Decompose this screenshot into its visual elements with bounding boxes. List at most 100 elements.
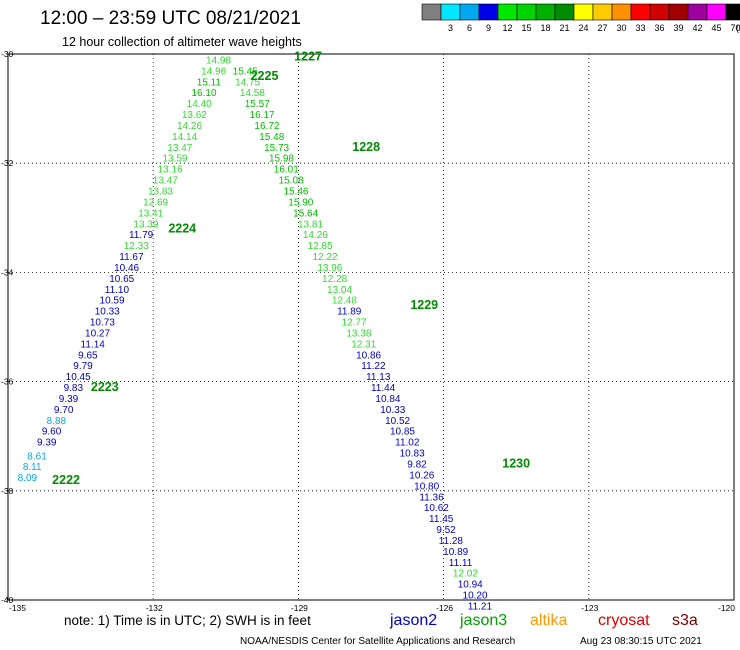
wave-height-label: 9.39: [59, 394, 79, 405]
time-label: 1230: [502, 457, 530, 471]
wave-height-label: 14.98: [206, 55, 231, 66]
wave-height-label: 9.82: [407, 460, 427, 471]
wave-height-label: 12.22: [313, 252, 338, 263]
colorbar-swatch: [706, 3, 727, 21]
wave-height-label: 11.79: [129, 230, 154, 241]
satellite-legend-jason2: jason2: [389, 612, 437, 629]
wave-height-label: 9.39: [37, 438, 57, 449]
grid-lines: [8, 54, 734, 600]
colorbar-label: 42: [692, 23, 702, 33]
wave-height-label: 11.44: [371, 383, 396, 394]
x-tick-label: -129: [291, 603, 308, 613]
colorbar-swatch: [516, 3, 537, 21]
chart-subtitle: 12 hour collection of altimeter wave hei…: [62, 35, 302, 49]
wave-height-label: 12.33: [124, 241, 149, 252]
wave-height-label: 12.02: [453, 569, 478, 580]
wave-height-label: 11.02: [395, 438, 420, 449]
wave-height-label: 9.83: [64, 383, 84, 394]
wave-height-label: 10.84: [375, 394, 400, 405]
credit-text: NOAA/NESDIS Center for Satellite Applica…: [240, 636, 515, 647]
wave-height-label: 16.72: [254, 121, 279, 132]
wave-height-label: 14.40: [187, 99, 212, 110]
wave-height-label: 10.33: [95, 307, 120, 318]
chart-title: 12:00 – 23:59 UTC 08/21/2021: [40, 8, 301, 29]
x-tick-label: -123: [581, 603, 598, 613]
wave-height-label: 13.39: [133, 219, 158, 230]
colorbar-label: 18: [540, 23, 550, 33]
y-tick-label: -40: [1, 595, 14, 605]
wave-height-label: 12.28: [322, 274, 347, 285]
wave-height-label: 15.73: [264, 143, 289, 154]
wave-height-points: 8.098.118.619.399.608.889.709.399.8310.4…: [18, 55, 493, 612]
wave-height-label: 14.26: [303, 230, 328, 241]
time-label: 2225: [251, 69, 279, 83]
wave-height-label: 10.33: [380, 405, 405, 416]
colorbar-swatch: [725, 3, 740, 21]
wave-height-label: 8.61: [27, 451, 47, 462]
plot-border: [7, 53, 735, 601]
wave-height-label: 13.96: [317, 263, 342, 274]
colorbar-label: 24: [578, 23, 588, 33]
wave-height-label: 10.59: [100, 296, 125, 307]
wave-height-label: 11.21: [468, 601, 493, 612]
y-axis-ticks: -30 -32 -34 -36 -38 -40: [1, 49, 14, 605]
colorbar-label: 30: [616, 23, 626, 33]
y-tick-label: -36: [1, 377, 14, 387]
time-label: 2222: [52, 473, 80, 487]
wave-height-label: 8.88: [47, 416, 67, 427]
colorbar-label: 45: [711, 23, 721, 33]
wave-height-label: 8.09: [18, 473, 38, 484]
wave-height-label: 10.62: [424, 503, 449, 514]
colorbar-unit: (ft): [736, 23, 740, 33]
y-tick-label: -38: [1, 486, 14, 496]
wave-height-label: 8.11: [23, 462, 42, 473]
wave-height-label: 12.69: [143, 197, 168, 208]
wave-height-label: 12.77: [342, 318, 367, 329]
wave-height-label: 14.26: [177, 121, 202, 132]
wave-height-label: 15.11: [197, 77, 222, 88]
satellite-legend-altika: altika: [530, 612, 567, 629]
colorbar-label: 27: [597, 23, 607, 33]
wave-height-label: 15.98: [269, 154, 294, 165]
colorbar-label: 36: [654, 23, 664, 33]
colorbar-swatch: [573, 3, 594, 21]
wave-height-label: 10.65: [109, 274, 134, 285]
colorbar-swatch: [478, 3, 499, 21]
colorbar-swatch: [554, 3, 575, 21]
colorbar-swatch: [459, 3, 480, 21]
wave-height-label: 13.47: [167, 143, 192, 154]
wave-height-label: 15.90: [288, 197, 313, 208]
wave-height-label: 10.94: [458, 580, 483, 591]
wave-height-label: 13.62: [182, 110, 207, 121]
x-axis-ticks: -135 -132 -129 -126 -123 -120: [9, 603, 735, 613]
wave-height-label: 10.20: [463, 591, 488, 602]
wave-height-label: 16.17: [250, 110, 275, 121]
time-label: 2223: [91, 380, 119, 394]
colorbar-label: 6: [467, 23, 472, 33]
satellite-legend-s3a: s3a: [672, 612, 698, 629]
y-tick-label: -34: [1, 267, 14, 277]
wave-height-label: 10.46: [114, 263, 139, 274]
x-tick-label: -126: [436, 603, 453, 613]
wave-height-label: 10.27: [85, 328, 110, 339]
wave-height-label: 15.45: [233, 66, 258, 77]
time-labels: 2222 2223 2224 2225 1227 1228 1229 1230: [52, 50, 530, 487]
wave-height-label: 15.57: [245, 99, 270, 110]
time-label: 2224: [168, 222, 196, 236]
wave-height-label: 12.48: [332, 296, 357, 307]
wave-height-label: 11.67: [119, 252, 144, 263]
x-tick-label: -135: [9, 603, 26, 613]
wave-height-label: 12.85: [308, 241, 333, 252]
colorbar-swatch: [497, 3, 518, 21]
x-tick-label: -120: [718, 603, 735, 613]
wave-height-label: 13.38: [346, 328, 371, 339]
wave-height-label: 9.65: [78, 350, 98, 361]
colorbar-swatch: [668, 3, 689, 21]
wave-height-label: 9.60: [42, 427, 62, 438]
satellite-legend: jason2 jason3 altika cryosat s3a: [389, 612, 698, 629]
x-tick-label: -132: [146, 603, 163, 613]
colorbar-swatch: [687, 3, 708, 21]
wave-height-label: 11.22: [361, 361, 386, 372]
colorbar-swatch: [630, 3, 651, 21]
